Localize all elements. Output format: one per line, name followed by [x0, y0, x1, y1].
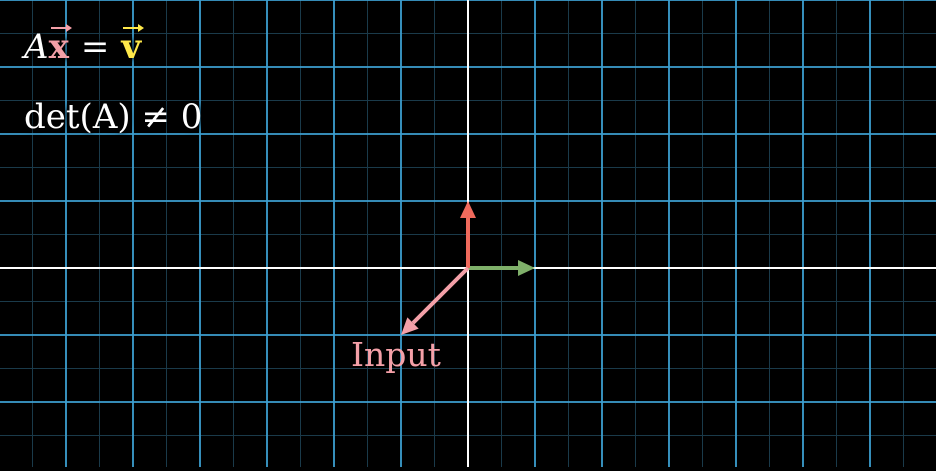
output-vector-symbol: v: [121, 24, 144, 67]
input-vector-shaft: [411, 266, 470, 325]
matrix-symbol: A: [24, 27, 49, 67]
input-label: Input: [351, 335, 441, 374]
equals-sign: =: [80, 27, 110, 67]
j-hat-vector-arrowhead: [460, 201, 476, 218]
equation-determinant: det(A) ≠ 0: [24, 97, 203, 137]
vectors: [401, 201, 535, 335]
equation-linear-system: Ax = v: [24, 24, 144, 67]
input-vector-arrowhead: [401, 317, 419, 335]
input-vector-symbol: x: [48, 24, 73, 67]
i-hat-vector-arrowhead: [518, 260, 535, 276]
